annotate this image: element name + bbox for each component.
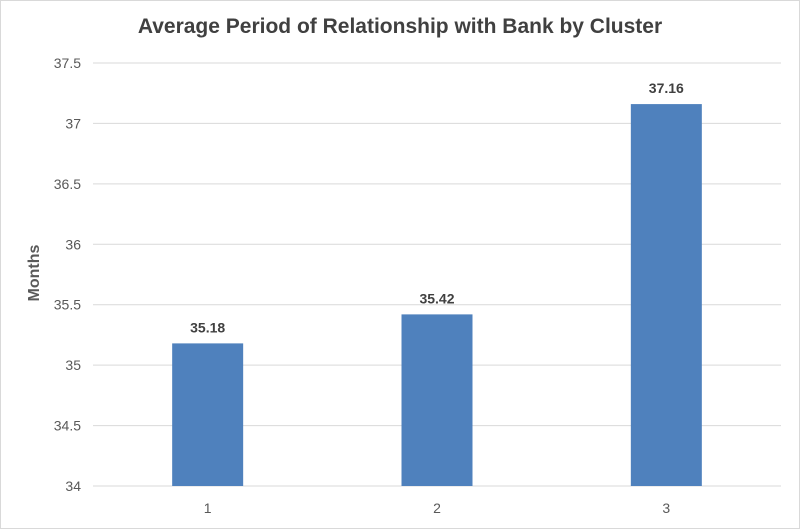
y-tick-label: 36 <box>65 236 81 252</box>
x-tick-label: 3 <box>662 500 670 516</box>
x-tick-labels: 1 2 3 <box>204 500 671 516</box>
bar-cluster-2 <box>401 314 473 486</box>
data-labels: 35.18 35.42 37.16 <box>190 80 684 335</box>
data-label: 35.42 <box>419 290 454 306</box>
chart-title: Average Period of Relationship with Bank… <box>137 15 663 38</box>
y-tick-label: 35.5 <box>54 297 81 313</box>
y-tick-label: 34.5 <box>54 418 81 434</box>
data-label: 35.18 <box>190 319 225 335</box>
data-label: 37.16 <box>649 80 684 96</box>
y-tick-label: 36.5 <box>54 176 81 192</box>
bar-cluster-1 <box>172 343 244 486</box>
bars <box>172 104 702 486</box>
bar-cluster-3 <box>630 104 702 486</box>
y-tick-label: 37 <box>65 115 81 131</box>
x-tick-label: 2 <box>433 500 441 516</box>
y-tick-labels: 34 34.5 35 35.5 36 36.5 37 37.5 <box>54 55 81 494</box>
y-tick-label: 37.5 <box>54 55 81 71</box>
y-tick-label: 34 <box>65 478 81 494</box>
y-tick-label: 35 <box>65 357 81 373</box>
x-tick-label: 1 <box>204 500 212 516</box>
